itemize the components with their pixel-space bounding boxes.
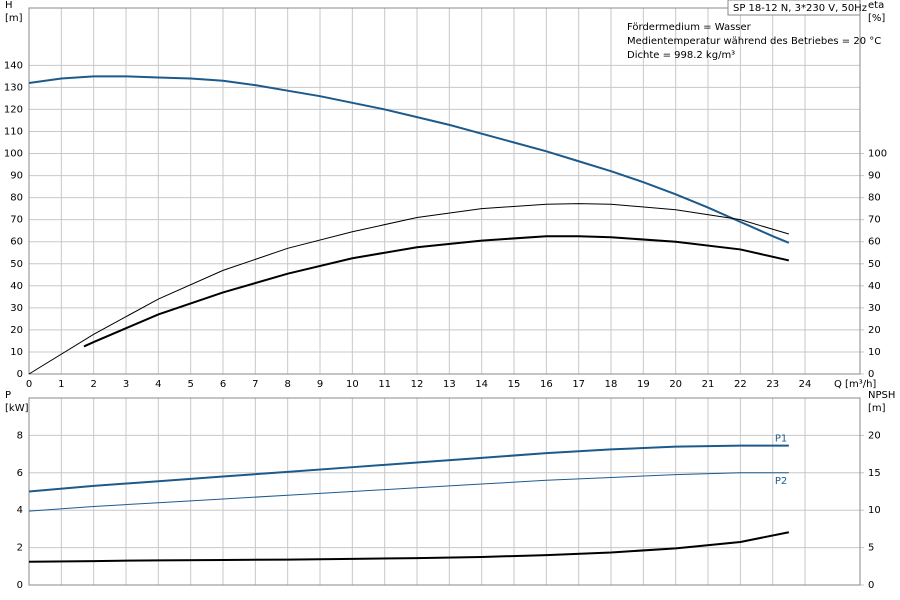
y-tick-label: 8 — [17, 430, 23, 441]
y-tick-label: 70 — [10, 215, 23, 226]
y2-tick-label: 5 — [868, 543, 874, 554]
x-tick-label: 7 — [252, 379, 258, 390]
x-tick-label: 2 — [90, 379, 96, 390]
curve — [28, 472, 789, 512]
y2-axis-label: eta — [868, 0, 884, 11]
y-tick-label: 120 — [4, 104, 23, 115]
x-tick-label: 20 — [669, 379, 682, 390]
x-tick-label: 10 — [346, 379, 359, 390]
y2-tick-label: 80 — [868, 193, 881, 204]
x-tick-label: 24 — [799, 379, 812, 390]
y2-tick-label: 30 — [868, 303, 881, 314]
curve — [28, 444, 789, 493]
y2-tick-label: 40 — [868, 281, 881, 292]
y2-tick-label: 20 — [868, 325, 881, 336]
y2-tick-label: 0 — [868, 369, 874, 380]
y-tick-label: 130 — [4, 82, 23, 93]
y2-tick-label: 10 — [868, 505, 881, 516]
x-tick-label: 18 — [605, 379, 618, 390]
y-axis-label: [m] — [5, 13, 23, 24]
x-tick-label: 22 — [734, 379, 747, 390]
y2-tick-label: 90 — [868, 171, 881, 182]
series-label: P2 — [775, 476, 787, 487]
x-tick-label: 1 — [58, 379, 64, 390]
y-tick-label: 60 — [10, 237, 23, 248]
x-tick-label: 8 — [284, 379, 290, 390]
curve — [28, 203, 790, 375]
annotation: Dichte = 998.2 kg/m³ — [627, 50, 735, 61]
y-tick-label: 20 — [10, 325, 23, 336]
y2-axis-label: [%] — [868, 13, 885, 24]
y2-axis-label: [m] — [868, 403, 886, 414]
x-axis-label: Q [m³/h] — [834, 379, 876, 390]
y2-tick-label: 50 — [868, 259, 881, 270]
y2-tick-label: 15 — [868, 468, 881, 479]
x-tick-label: 16 — [540, 379, 553, 390]
x-tick-label: 12 — [411, 379, 424, 390]
x-tick-label: 6 — [220, 379, 226, 390]
x-tick-label: 5 — [187, 379, 193, 390]
y-tick-label: 10 — [10, 347, 23, 358]
y2-tick-label: 10 — [868, 347, 881, 358]
y2-axis-label: NPSH — [868, 390, 895, 401]
y2-tick-label: 70 — [868, 215, 881, 226]
x-tick-label: 15 — [508, 379, 521, 390]
y-tick-label: 0 — [17, 369, 23, 380]
annotation: Fördermedium = Wasser — [627, 22, 752, 33]
x-tick-label: 9 — [317, 379, 323, 390]
curve — [28, 531, 790, 563]
y-tick-label: 30 — [10, 303, 23, 314]
y-tick-label: 0 — [17, 580, 23, 591]
y-tick-label: 4 — [17, 505, 23, 516]
x-tick-label: 23 — [766, 379, 779, 390]
x-tick-label: 19 — [637, 379, 650, 390]
y-tick-label: 140 — [4, 60, 23, 71]
chart-title: SP 18-12 N, 3*230 V, 50Hz — [733, 3, 867, 14]
y-tick-label: 50 — [10, 259, 23, 270]
y-tick-label: 2 — [17, 543, 23, 554]
x-tick-label: 4 — [155, 379, 161, 390]
x-tick-label: 11 — [378, 379, 391, 390]
y2-tick-label: 20 — [868, 430, 881, 441]
x-tick-label: 17 — [572, 379, 585, 390]
y-axis-label: H — [5, 0, 13, 11]
y2-tick-label: 0 — [868, 580, 874, 591]
y-axis-label: P — [5, 390, 11, 401]
x-tick-label: 0 — [26, 379, 32, 390]
series-label: P1 — [775, 434, 787, 445]
y-axis-label: [kW] — [5, 403, 29, 414]
y-tick-label: 40 — [10, 281, 23, 292]
y2-tick-label: 100 — [868, 149, 887, 160]
y-tick-label: 80 — [10, 193, 23, 204]
y2-tick-label: 60 — [868, 237, 881, 248]
curve — [83, 235, 790, 348]
x-tick-label: 21 — [702, 379, 715, 390]
y-tick-label: 6 — [17, 468, 23, 479]
x-tick-label: 13 — [443, 379, 456, 390]
plot-frame — [28, 7, 861, 375]
title-box — [727, 0, 861, 16]
x-tick-label: 14 — [475, 379, 488, 390]
annotation: Medientemperatur während des Betriebes =… — [627, 36, 881, 47]
x-tick-label: 3 — [123, 379, 129, 390]
y-tick-label: 110 — [4, 126, 23, 137]
y-tick-label: 100 — [4, 149, 23, 160]
y-tick-label: 90 — [10, 171, 23, 182]
curve — [28, 75, 790, 244]
